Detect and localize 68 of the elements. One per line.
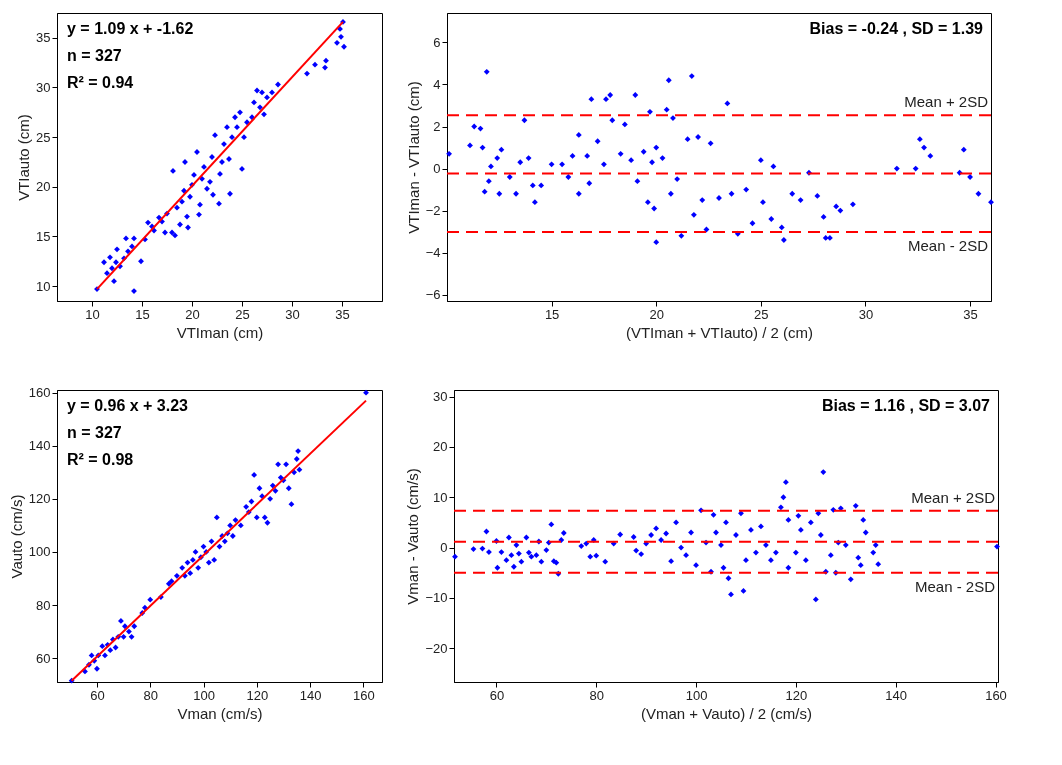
- y-tick-label: 60: [36, 650, 51, 666]
- y-axis-title: Vman - Vauto (cm/s): [404, 468, 422, 605]
- x-axis-title: VTIman (cm): [176, 323, 264, 341]
- annotation: Bias = 1.16 , SD = 3.07: [821, 397, 991, 414]
- y-tick-label: 15: [36, 228, 51, 244]
- y-tick-label: 10: [433, 489, 448, 505]
- y-tick-label: 80: [36, 597, 51, 613]
- y-tick-label: 20: [433, 439, 448, 455]
- x-tick-label: 25: [235, 306, 250, 322]
- x-tick-label: 10: [85, 306, 100, 322]
- x-tick-label: 25: [754, 306, 769, 322]
- annotation: y = 1.09 x + -1.62: [67, 20, 194, 37]
- y-tick-label: 160: [28, 385, 51, 401]
- x-tick-label: 20: [649, 306, 664, 322]
- x-tick-label: 120: [246, 687, 269, 703]
- annotation: y = 0.96 x + 3.23: [67, 397, 189, 414]
- annotation: n = 327: [67, 424, 122, 441]
- y-tick-label: 30: [36, 79, 51, 95]
- y-tick-label: −4: [425, 245, 441, 261]
- y-axis-title: VTIman - VTIauto (cm): [404, 81, 422, 234]
- y-tick-label: 0: [440, 540, 448, 556]
- x-tick-label: 100: [193, 687, 215, 703]
- x-tick-label: 80: [589, 687, 604, 703]
- annotation: Bias = -0.24 , SD = 1.39: [809, 20, 984, 37]
- x-tick-label: 15: [135, 306, 150, 322]
- y-tick-label: 20: [36, 179, 51, 195]
- annotation: n = 327: [67, 47, 122, 64]
- y-tick-label: 35: [36, 30, 51, 46]
- ref-line-label: Mean - 2SD: [907, 237, 989, 255]
- annotation: R² = 0.98: [67, 451, 134, 468]
- x-tick-label: 160: [985, 687, 1007, 703]
- x-tick-label: 160: [353, 687, 375, 703]
- y-tick-label: 120: [28, 491, 51, 507]
- y-tick-label: 4: [433, 76, 441, 92]
- x-tick-label: 60: [90, 687, 105, 703]
- x-tick-label: 20: [185, 306, 200, 322]
- y-tick-label: 2: [433, 119, 441, 135]
- annotation: R² = 0.94: [67, 74, 134, 91]
- x-tick-label: 30: [858, 306, 874, 322]
- x-tick-label: 60: [489, 687, 505, 703]
- x-tick-label: 15: [544, 306, 560, 322]
- x-tick-label: 140: [299, 687, 322, 703]
- x-tick-label: 140: [885, 687, 908, 703]
- x-axis-title: (Vman + Vauto) / 2 (cm/s): [640, 704, 813, 722]
- x-axis-title: (VTIman + VTIauto) / 2 (cm): [625, 323, 814, 341]
- y-tick-label: 0: [433, 161, 441, 177]
- ref-line-label: Mean - 2SD: [914, 577, 996, 595]
- y-tick-label: 6: [433, 34, 441, 50]
- y-tick-label: 10: [36, 278, 51, 294]
- x-tick-label: 80: [143, 687, 158, 703]
- y-tick-label: 140: [28, 438, 51, 454]
- y-axis-title: Vauto (cm/s): [7, 494, 25, 579]
- y-axis-title: VTIauto (cm): [15, 114, 33, 201]
- x-axis-title: Vman (cm/s): [177, 704, 263, 722]
- ref-line-label: Mean + 2SD: [911, 488, 996, 506]
- x-tick-label: 35: [963, 306, 978, 322]
- ref-line-label: Mean + 2SD: [904, 93, 989, 111]
- y-tick-label: 100: [28, 544, 51, 560]
- x-tick-label: 30: [285, 306, 300, 322]
- x-tick-label: 35: [335, 306, 350, 322]
- y-tick-label: −20: [425, 640, 448, 656]
- y-tick-label: −6: [425, 287, 441, 303]
- y-tick-label: −2: [425, 203, 441, 219]
- x-tick-label: 100: [685, 687, 708, 703]
- y-tick-label: 30: [433, 389, 448, 405]
- y-tick-label: 25: [36, 129, 51, 145]
- x-tick-label: 120: [785, 687, 808, 703]
- y-tick-label: −10: [425, 590, 448, 606]
